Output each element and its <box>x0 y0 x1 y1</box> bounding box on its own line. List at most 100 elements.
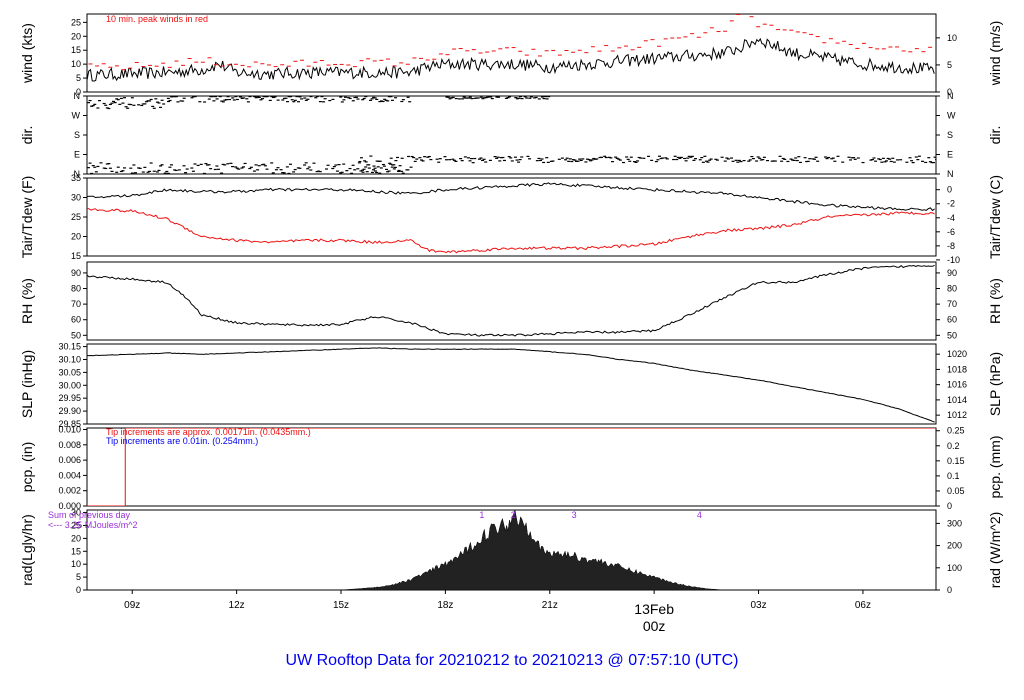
rad-ytick-label-left: 10 <box>71 559 81 569</box>
dir-point <box>257 165 261 167</box>
dir-point <box>382 165 386 167</box>
wind-line-mean <box>87 37 935 82</box>
dir-point <box>112 100 116 103</box>
dir-point <box>488 159 492 161</box>
slp-ytick-label-right: 1014 <box>947 395 967 405</box>
dir-point <box>636 160 640 162</box>
dir-point <box>761 158 765 161</box>
dir-point <box>464 97 468 99</box>
dir-point <box>872 157 876 159</box>
wind-ytick-label-left: 15 <box>71 45 81 55</box>
dir-point <box>181 100 185 102</box>
dir-point <box>264 96 268 98</box>
dir-point <box>286 101 290 103</box>
dir-point <box>115 98 119 100</box>
dir-point <box>603 155 607 157</box>
dir-point <box>116 166 120 168</box>
dir-point <box>96 165 100 168</box>
dir-point <box>202 172 206 174</box>
dir-point <box>132 104 136 106</box>
dir-point <box>454 160 458 162</box>
dir-panel: dir. dir.N NE ES SW WN N <box>19 91 1003 179</box>
dir-point <box>523 96 527 98</box>
dir-point <box>578 158 582 160</box>
dir-point <box>786 160 790 163</box>
temp-panel: Tair/Tdew (F) Tair/Tdew (C) 15 20 25 30 35 -10 -… <box>19 173 1003 265</box>
dir-point <box>690 155 694 157</box>
dir-point <box>105 107 109 109</box>
dir-point <box>924 161 928 164</box>
dir-point <box>394 97 398 99</box>
dir-point <box>254 97 258 99</box>
pcp-ytick-label-left: 0.010 <box>58 425 81 435</box>
dir-point <box>390 166 394 168</box>
dir-point <box>339 96 343 98</box>
dir-point <box>446 96 450 98</box>
rad-marker: 3 <box>572 510 577 520</box>
dir-point <box>245 98 249 100</box>
dir-point <box>223 99 227 101</box>
dir-point <box>151 105 155 108</box>
dir-point <box>138 167 142 169</box>
dir-point <box>836 155 840 157</box>
dir-point <box>886 157 890 160</box>
dir-point <box>375 98 379 101</box>
dir-point <box>220 100 224 102</box>
x-tick-label: 15z <box>333 600 349 611</box>
dir-point <box>673 155 677 157</box>
dir-point <box>709 158 713 160</box>
wind-ytick-label-left: 5 <box>76 73 81 83</box>
dir-point <box>587 159 591 161</box>
wind-ytick-label-left: 20 <box>71 31 81 41</box>
dir-point <box>115 171 119 173</box>
pcp-ytick-label-right: 0.2 <box>947 441 960 451</box>
wind-ytick-label-right: 5 <box>947 60 952 70</box>
dir-point <box>783 158 787 160</box>
rad-ytick-label-left: 5 <box>76 572 81 582</box>
x-tick-label: 06z <box>855 600 871 611</box>
dir-point <box>182 165 186 167</box>
dir-point <box>364 96 368 98</box>
dir-point <box>242 97 246 99</box>
dir-point <box>159 106 163 108</box>
dir-point <box>797 156 801 158</box>
dir-point <box>415 158 419 160</box>
dir-point <box>256 96 260 98</box>
dir-point <box>231 165 235 168</box>
dir-point <box>831 157 835 159</box>
dir-ytick-label-right: E <box>947 150 953 160</box>
dir-point <box>762 156 766 158</box>
dir-point <box>704 160 708 162</box>
dir-point <box>369 99 373 101</box>
dir-ytick-label-left: W <box>72 111 81 121</box>
dir-point <box>204 163 208 165</box>
dir-point <box>93 103 97 105</box>
dir-point <box>389 96 393 98</box>
dir-point <box>315 170 319 173</box>
dir-point <box>614 156 618 158</box>
dir-ytick-label-right: N <box>947 169 954 179</box>
dir-point <box>470 158 474 160</box>
dir-point <box>484 161 488 163</box>
dir-point <box>593 158 597 160</box>
rh-ytick-label-left: 50 <box>71 330 81 340</box>
slp-ytick-label-left: 30.10 <box>58 354 81 364</box>
dir-point <box>361 99 365 101</box>
slp-ylabel-right: SLP (hPa) <box>987 352 1003 416</box>
chart-title: UW Rooftop Data for 20210212 to 20210213… <box>286 652 739 669</box>
dir-point <box>537 157 541 160</box>
dir-point <box>629 156 633 158</box>
rh-frame <box>86 261 937 341</box>
dir-point <box>108 103 112 105</box>
dir-point <box>166 172 170 174</box>
dir-point <box>694 158 698 160</box>
dir-point <box>358 160 362 163</box>
dir-point <box>309 96 313 98</box>
dir-point <box>470 98 474 100</box>
dir-point <box>370 171 374 173</box>
temp-frame <box>86 177 937 257</box>
dir-point <box>484 97 488 99</box>
dir-point <box>295 96 299 98</box>
dir-point <box>504 97 508 99</box>
dir-point <box>160 99 164 101</box>
